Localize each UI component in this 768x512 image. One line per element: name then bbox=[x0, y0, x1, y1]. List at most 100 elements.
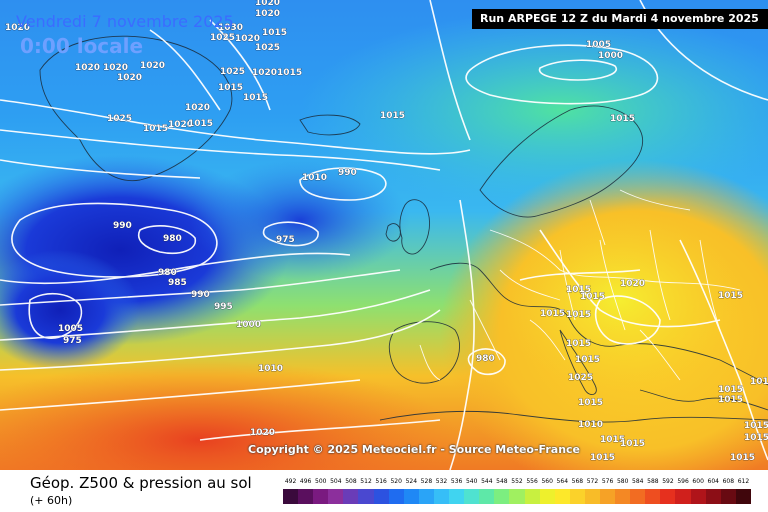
legend-labels: 492 496 500 504 508 512 516 520 524 528 532 536 540 5… bbox=[283, 478, 751, 488]
pressure-label: 1015 bbox=[580, 292, 605, 302]
pressure-label: 980 bbox=[163, 234, 182, 244]
legend-label: 548 bbox=[496, 478, 508, 485]
forecast-time-title: 0:00 locale bbox=[20, 34, 144, 58]
pressure-label: 980 bbox=[158, 268, 177, 278]
pressure-label: 1020 bbox=[250, 428, 275, 438]
pressure-label: 1015 bbox=[243, 93, 268, 103]
pressure-label: 990 bbox=[191, 290, 210, 300]
model-run-banner: Run ARPEGE 12 Z du Mardi 4 novembre 2025 bbox=[472, 9, 768, 29]
copyright-text: Copyright © 2025 Meteociel.fr - Source M… bbox=[248, 443, 581, 456]
pressure-label: 1015 bbox=[600, 435, 625, 445]
legend-swatch bbox=[358, 489, 374, 504]
pressure-label: 1020 bbox=[140, 61, 165, 71]
legend-swatch bbox=[343, 489, 359, 504]
legend-label: 528 bbox=[420, 478, 433, 485]
legend-label: 536 bbox=[450, 478, 463, 485]
legend-swatch bbox=[675, 489, 691, 504]
product-title: Géop. Z500 & pression au sol bbox=[30, 474, 252, 492]
pressure-label: 1015 bbox=[143, 124, 168, 134]
pressure-label: 1015 bbox=[188, 119, 213, 129]
legend-label: 500 bbox=[315, 478, 327, 485]
pressure-label: 1020 bbox=[255, 9, 280, 19]
legend-swatch bbox=[373, 489, 389, 504]
legend-label: 576 bbox=[601, 478, 614, 485]
pressure-label: 1015 bbox=[566, 310, 591, 320]
legend-swatch bbox=[388, 489, 404, 504]
legend-label: 604 bbox=[707, 478, 719, 485]
legend-label: 508 bbox=[345, 478, 357, 485]
legend-label: 580 bbox=[616, 478, 629, 485]
legend-label: 560 bbox=[541, 478, 553, 485]
legend-swatch bbox=[630, 489, 646, 504]
legend-swatch bbox=[313, 489, 329, 504]
legend-swatch bbox=[735, 489, 751, 504]
pressure-label: 980 bbox=[476, 354, 495, 364]
pressure-label: 1020 bbox=[255, 0, 280, 8]
pressure-label: 1015 bbox=[718, 395, 743, 405]
pressure-label: 1015 bbox=[578, 398, 603, 408]
pressure-label: 1015 bbox=[718, 291, 743, 301]
legend-swatch bbox=[569, 489, 585, 504]
legend-swatch bbox=[494, 489, 510, 504]
pressure-label: 1005 bbox=[58, 324, 83, 334]
pressure-label: 1020 bbox=[185, 103, 210, 113]
legend-label: 524 bbox=[405, 478, 418, 485]
pressure-label: 1000 bbox=[598, 51, 623, 61]
legend-swatches bbox=[283, 489, 751, 504]
product-subtitle: (+ 60h) bbox=[30, 494, 73, 507]
legend-label: 600 bbox=[692, 478, 704, 485]
legend-label: 608 bbox=[722, 478, 735, 485]
pressure-label: 1015 bbox=[744, 421, 768, 431]
legend-swatch bbox=[554, 489, 570, 504]
pressure-label: 995 bbox=[214, 302, 233, 312]
pressure-label: 1015 bbox=[380, 111, 405, 121]
legend-label: 504 bbox=[330, 478, 342, 485]
legend-label: 496 bbox=[299, 478, 312, 485]
pressure-label: 990 bbox=[113, 221, 132, 231]
pressure-label: 1015 bbox=[610, 114, 635, 124]
pressure-label: 1015 bbox=[718, 385, 743, 395]
legend-label: 492 bbox=[284, 478, 297, 485]
pressure-label: 10201015 bbox=[252, 68, 302, 78]
legend-swatch bbox=[539, 489, 555, 504]
pressure-label: 1010 bbox=[578, 420, 603, 430]
pressure-label: 1020 bbox=[620, 279, 645, 289]
legend-label: 596 bbox=[677, 478, 689, 485]
pressure-label: 1015 bbox=[750, 377, 768, 387]
pressure-label: 1015 bbox=[218, 83, 243, 93]
pressure-label: 1015 bbox=[575, 355, 600, 365]
legend-swatch bbox=[403, 489, 419, 504]
legend-swatch bbox=[298, 489, 314, 504]
legend-swatch bbox=[690, 489, 706, 504]
legend-label: 612 bbox=[737, 478, 750, 485]
pressure-label: 1010 bbox=[258, 364, 283, 374]
pressure-label: 1015 bbox=[566, 339, 591, 349]
pressure-label: 1025 bbox=[568, 373, 593, 383]
legend-label: 556 bbox=[526, 478, 538, 485]
pressure-label: 1020 bbox=[103, 63, 128, 73]
z500-legend: 492 496 500 504 508 512 516 520 524 528 532 536 540 5… bbox=[283, 478, 751, 506]
legend-swatch bbox=[524, 489, 540, 504]
legend-label: 568 bbox=[571, 478, 584, 485]
legend-label: 552 bbox=[511, 478, 523, 485]
legend-swatch bbox=[705, 489, 721, 504]
legend-swatch bbox=[433, 489, 450, 504]
pressure-label: 990 bbox=[338, 168, 357, 178]
pressure-label: 1015 bbox=[620, 439, 645, 449]
legend-swatch bbox=[720, 489, 736, 504]
pressure-label: 1015 bbox=[744, 433, 768, 443]
pressure-label: 1000 bbox=[236, 320, 261, 330]
legend-swatch bbox=[464, 489, 480, 504]
legend-label: 520 bbox=[390, 478, 402, 485]
legend-label: 544 bbox=[481, 478, 493, 485]
legend-label: 584 bbox=[632, 478, 644, 485]
pressure-label: 1015 bbox=[540, 309, 565, 319]
legend-swatch bbox=[509, 489, 525, 504]
legend-label: 588 bbox=[647, 478, 659, 485]
pressure-label: 1020 bbox=[5, 23, 30, 33]
pressure-label: 985 bbox=[168, 278, 187, 288]
legend-label: 572 bbox=[586, 478, 599, 485]
pressure-label: 1020 bbox=[117, 73, 142, 83]
